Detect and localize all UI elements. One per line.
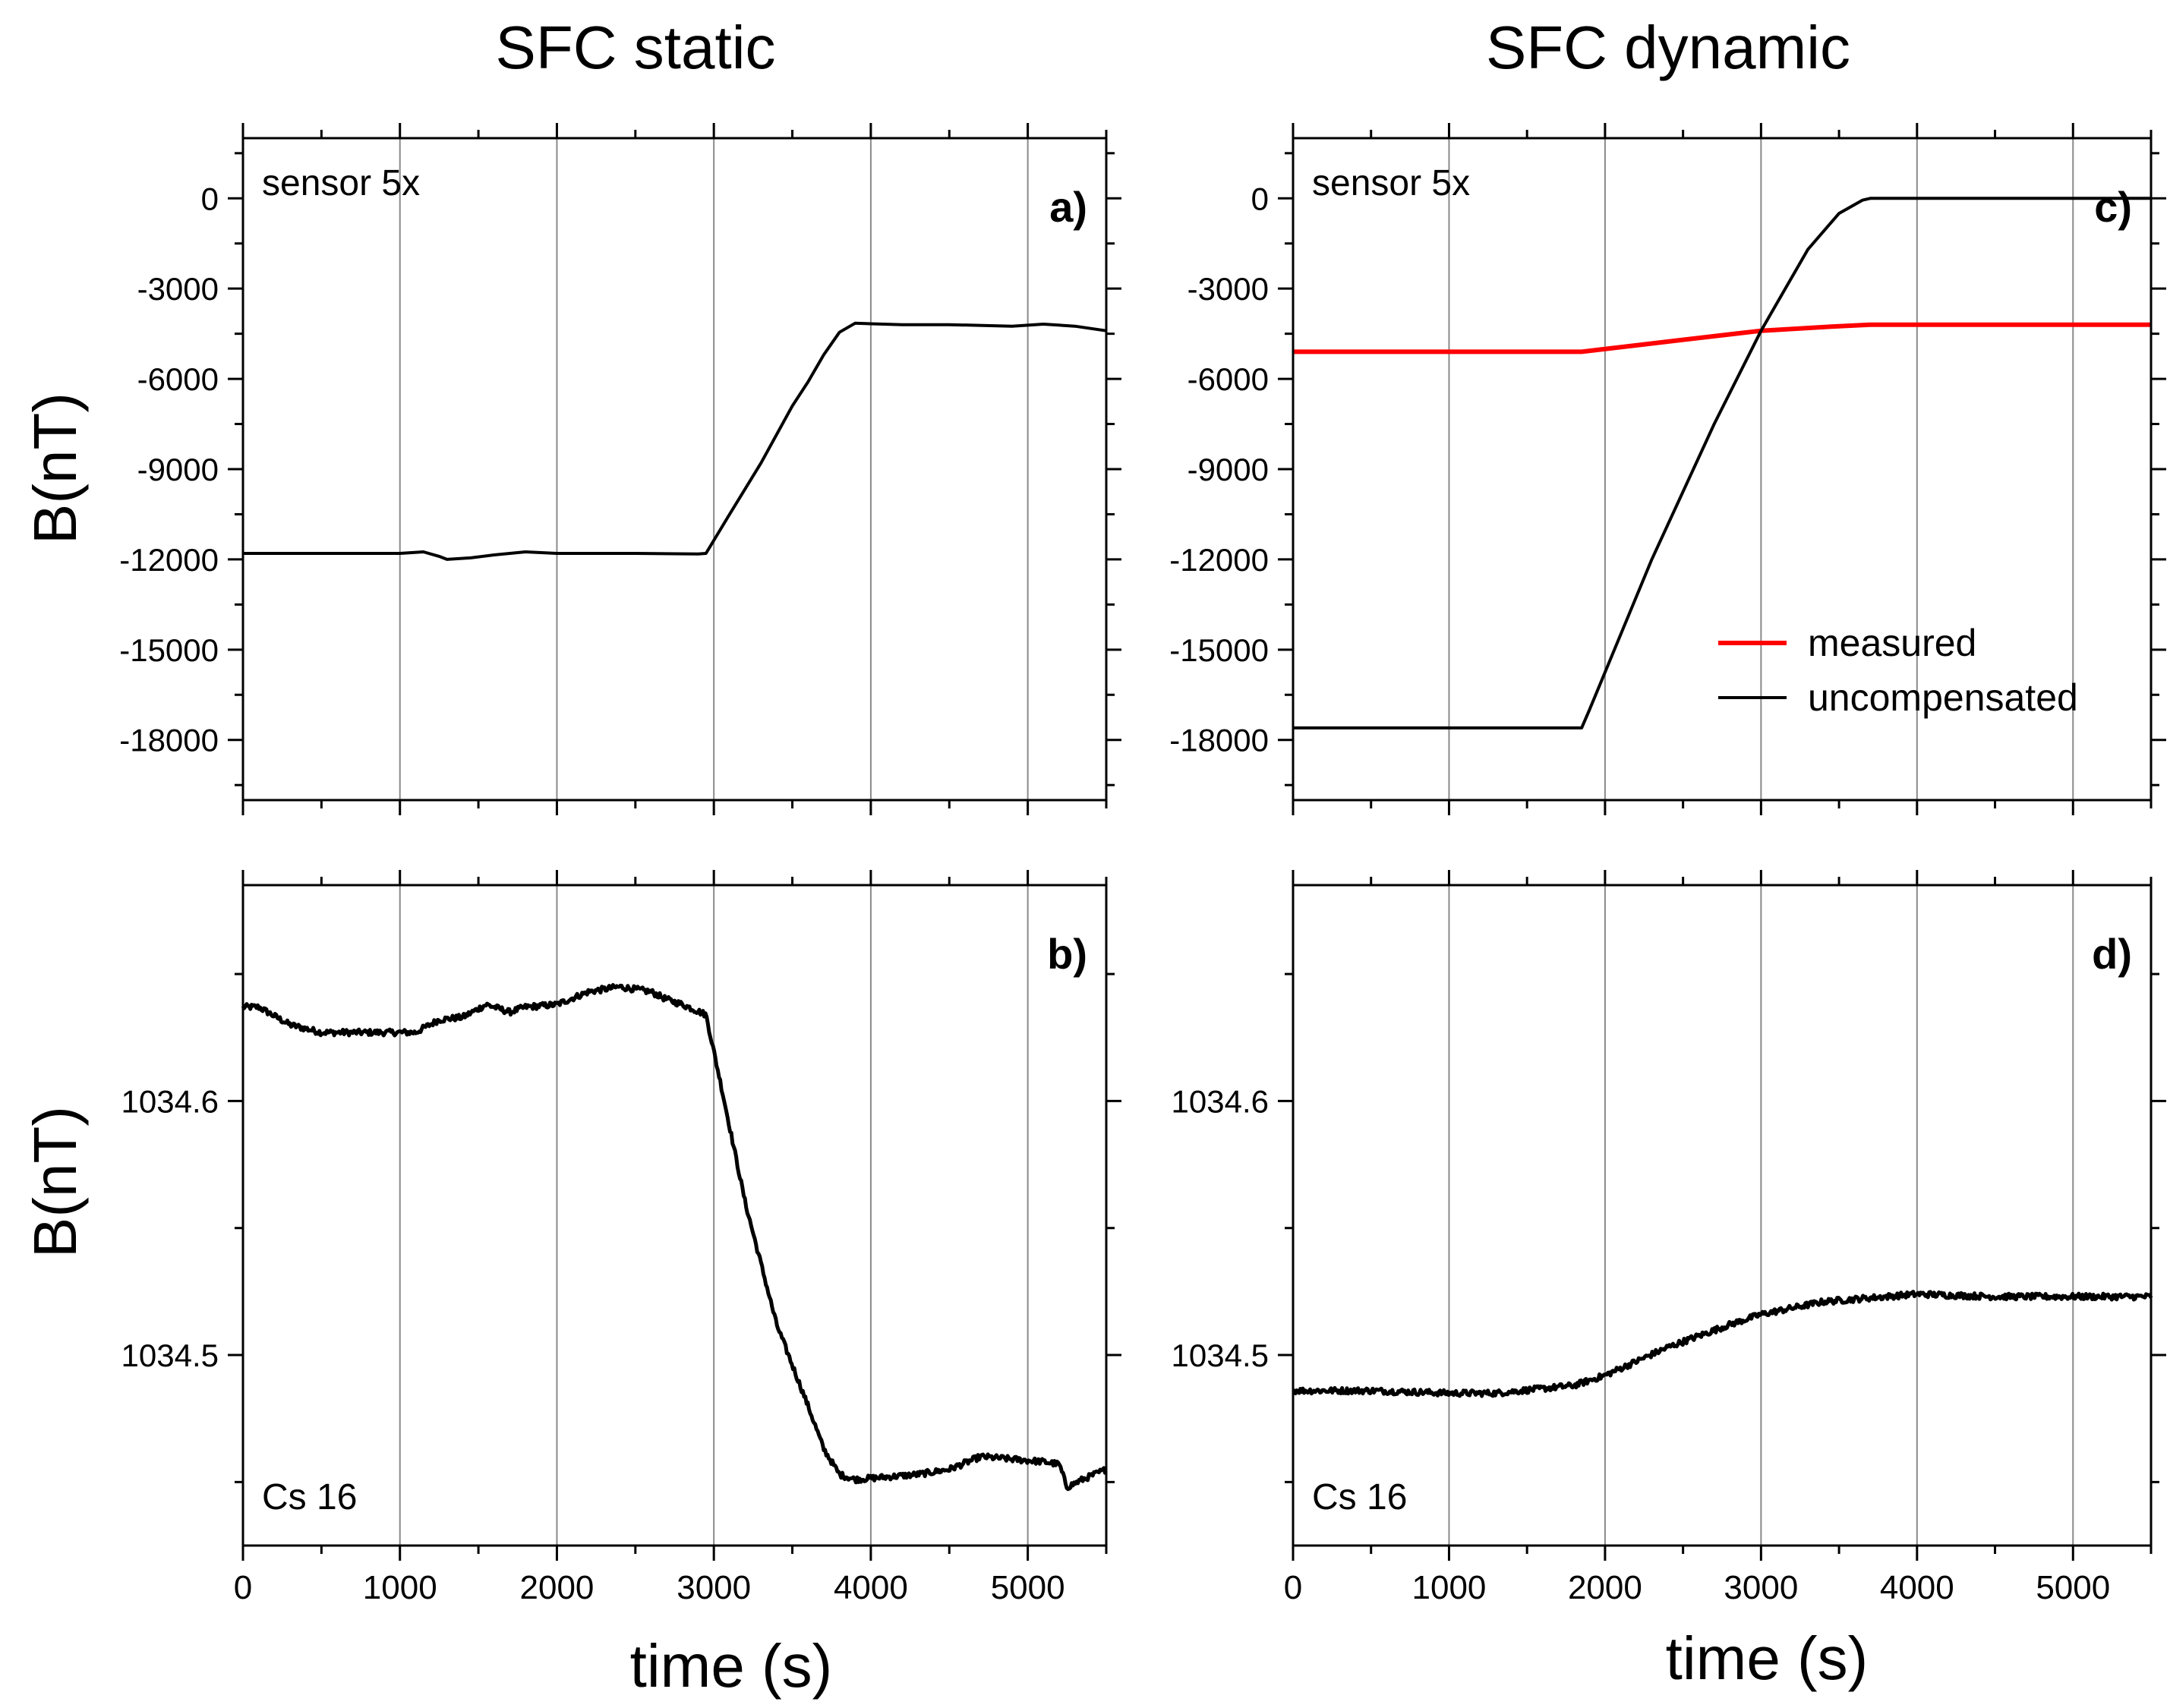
series-line-Cs-16	[241, 983, 1107, 1492]
x-tick-label: 4000	[834, 1569, 908, 1606]
x-axis-label-left: time (s)	[630, 1632, 833, 1700]
y-tick-label: 1034.5	[1172, 1338, 1269, 1373]
x-tick-label: 5000	[2036, 1569, 2110, 1606]
y-tick-label: -6000	[1188, 361, 1269, 397]
y-tick-label: -18000	[1169, 723, 1269, 758]
series-line-Cs-16	[1292, 1290, 2153, 1398]
chart-panel-b: 0 1000 2000 3000 4000 5000 1034.5 1034.6 b) Cs 16	[121, 870, 1121, 1606]
column-title-dynamic: SFC dynamic	[1486, 14, 1850, 81]
y-tick-label: -9000	[137, 452, 219, 487]
x-tick-label: 2000	[520, 1569, 595, 1606]
y-tick-label: 1034.5	[121, 1338, 219, 1373]
series-line-uncompensated	[1293, 197, 2151, 730]
y-tick-label: -18000	[119, 723, 219, 758]
y-tick-label: -9000	[1188, 452, 1269, 487]
y-tick-label: -12000	[119, 542, 219, 578]
x-tick-label: 0	[1284, 1569, 1302, 1606]
plot-frame	[241, 884, 1108, 1547]
panel-label: b)	[1047, 930, 1087, 978]
legend-label-uncompensated: uncompensated	[1808, 676, 2078, 719]
chart-panel-c: 0 -3000 -6000 -9000 -12000 -15000 -18000 c) sens…	[1169, 123, 2166, 815]
x-tick-label: 5000	[991, 1569, 1065, 1606]
x-tick-label: 3000	[677, 1569, 751, 1606]
chart-panel-a: 0 -3000 -6000 -9000 -12000 -15000 -18000 a) sens…	[119, 123, 1121, 815]
plot-frame	[1292, 884, 2153, 1547]
y-tick-label: -3000	[137, 271, 219, 307]
x-axis-label-right: time (s)	[1666, 1624, 1869, 1692]
x-tick-label: 0	[234, 1569, 252, 1606]
y-tick-label: 0	[1251, 181, 1269, 216]
x-tick-label: 4000	[1880, 1569, 1954, 1606]
y-tick-label: -15000	[119, 632, 219, 668]
y-axis-label-top: B(nT)	[21, 392, 89, 544]
legend: measured uncompensated	[1718, 622, 2078, 719]
chart-panel-d: 0 1000 2000 3000 4000 5000 1034.5 1034.6 d) Cs 16	[1172, 870, 2166, 1606]
x-tick-label: 3000	[1724, 1569, 1798, 1606]
column-title-static: SFC static	[496, 14, 776, 81]
panel-label: a)	[1049, 183, 1087, 231]
y-tick-label: -3000	[1188, 271, 1269, 307]
panel-annotation: sensor 5x	[1312, 163, 1470, 203]
x-tick-label: 1000	[363, 1569, 437, 1606]
panel-label: c)	[2094, 183, 2132, 231]
panel-annotation: Cs 16	[262, 1477, 357, 1517]
panel-annotation: sensor 5x	[262, 163, 420, 203]
y-tick-label: 1034.6	[1172, 1083, 1269, 1119]
y-tick-label: 1034.6	[121, 1083, 219, 1119]
y-tick-label: -12000	[1169, 542, 1269, 578]
legend-label-measured: measured	[1808, 622, 1976, 664]
x-tick-label: 2000	[1568, 1569, 1642, 1606]
y-tick-label: 0	[201, 181, 219, 216]
panels: 0 -3000 -6000 -9000 -12000 -15000 -18000 a) sens…	[119, 123, 2166, 1606]
y-tick-label: -6000	[137, 361, 219, 397]
panel-annotation: Cs 16	[1312, 1477, 1407, 1517]
y-tick-label: -15000	[1169, 632, 1269, 668]
panel-label: d)	[2092, 930, 2132, 978]
series-line-measured	[1293, 322, 2151, 355]
series-line-sensor-5x	[243, 321, 1107, 561]
x-tick-label: 1000	[1412, 1569, 1487, 1606]
y-axis-label-bottom: B(nT)	[21, 1106, 89, 1258]
